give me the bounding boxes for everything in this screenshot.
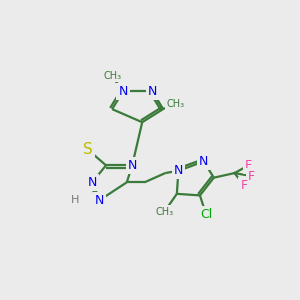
Text: N: N — [128, 159, 137, 172]
Text: N: N — [95, 194, 104, 206]
Text: N: N — [148, 85, 157, 98]
Text: F: F — [245, 159, 252, 172]
Text: N: N — [118, 85, 128, 98]
Text: F: F — [240, 179, 247, 192]
Text: CH₃: CH₃ — [103, 71, 121, 81]
Text: S: S — [83, 142, 93, 158]
Text: F: F — [248, 169, 255, 183]
Text: N: N — [88, 176, 97, 189]
Text: Cl: Cl — [200, 208, 212, 221]
Text: N: N — [199, 155, 208, 168]
Text: N: N — [174, 164, 183, 177]
Text: CH₃: CH₃ — [166, 99, 184, 109]
Text: CH₃: CH₃ — [155, 207, 174, 217]
Text: H: H — [71, 195, 80, 205]
